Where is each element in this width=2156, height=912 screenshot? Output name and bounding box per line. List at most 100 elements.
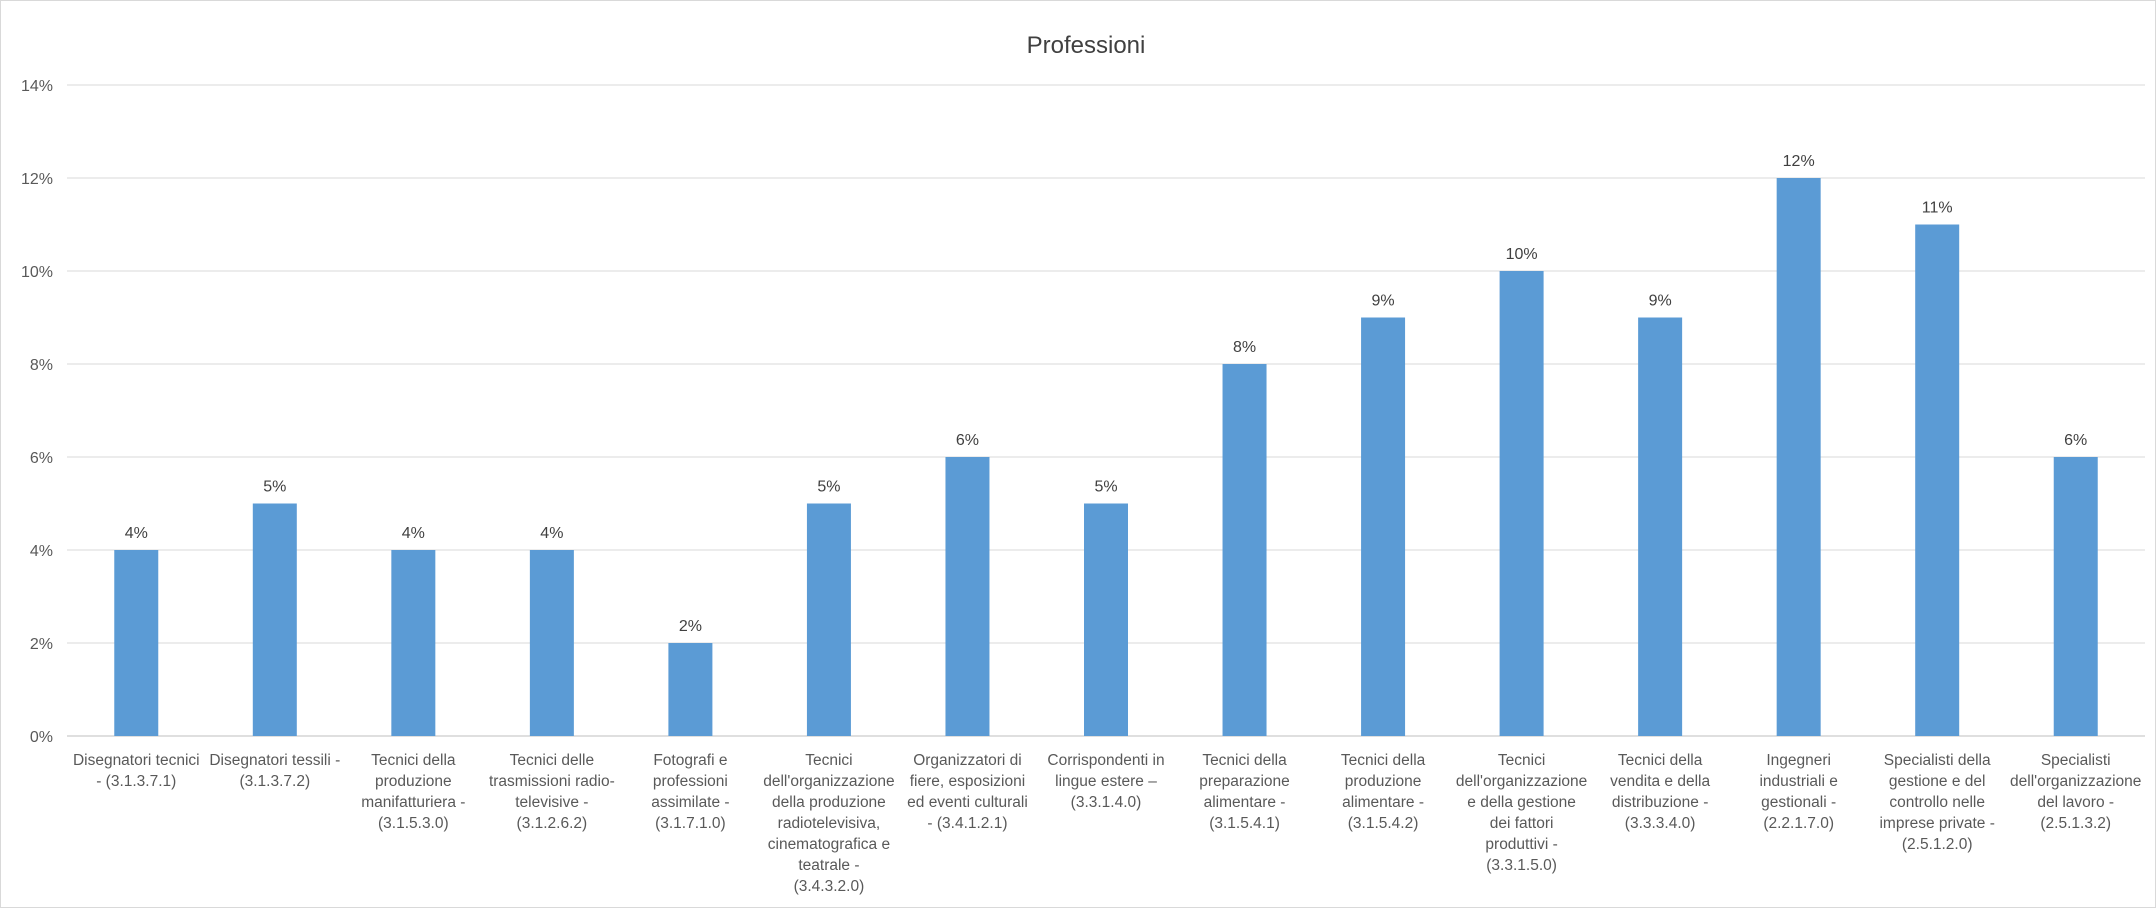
x-tick-label: Ingegneri industriali e gestionali - (2.2.1… (1759, 752, 1837, 832)
x-tick-label-line: - (3.1.3.7.1) (96, 773, 176, 790)
data-label: 9% (1649, 293, 1672, 310)
x-tick-label-line: (3.1.5.4.2) (1348, 815, 1419, 832)
x-tick-label-line: del lavoro - (2037, 794, 2114, 811)
x-tick-label-line: preparazione (1199, 773, 1289, 790)
x-tick-label-line: distribuzione - (1612, 794, 1709, 811)
x-tick-label-line: gestionali - (1761, 794, 1836, 811)
x-tick-label-line: Tecnici (805, 752, 852, 769)
x-tick-label: Specialisti dell'organizzazione del lavoro… (2010, 752, 2141, 832)
x-tick-label-line: (3.1.5.3.0) (378, 815, 449, 832)
x-tick-label: Tecnici dell'organizzazione e della gestio… (1456, 752, 1587, 874)
x-tick-label-line: teatrale - (798, 857, 859, 874)
x-tick-label-line: televisive - (515, 794, 588, 811)
x-tick-label-line: Ingegneri (1766, 752, 1831, 769)
bars (114, 178, 2098, 736)
bar (1084, 503, 1128, 736)
x-tick-label-line: - (3.4.1.2.1) (927, 815, 1007, 832)
x-tick-label-line: Tecnici della (371, 752, 456, 769)
data-label: 9% (1372, 293, 1395, 310)
x-tick-label-line: Disegnatori tecnici (73, 752, 200, 769)
x-tick-label: Specialisti della gestione e del controllo… (1879, 752, 1994, 853)
x-axis: Disegnatori tecnici - (3.1.3.7.1)Disegnat… (73, 752, 2141, 895)
x-tick-label-line: alimentare - (1342, 794, 1424, 811)
bar (1222, 364, 1267, 736)
x-tick-label-line: (3.1.2.6.2) (517, 815, 588, 832)
data-labels: 4% 5% 4% 4% 2% 5% 6% 5% 8% 9% 10% 9% 12% 11% 6% (125, 153, 2088, 635)
x-tick-label-line: (2.5.1.3.2) (2040, 815, 2111, 832)
x-tick-label: Tecnici delle trasmissioni radio-televisi… (489, 752, 615, 832)
x-tick-label-line: cinematografica e (768, 836, 890, 853)
x-tick-label: Tecnici della preparazione alimentare - (3.… (1199, 752, 1289, 832)
y-tick-label: 2% (30, 636, 53, 653)
y-tick-label: 6% (30, 450, 53, 467)
x-tick-label-line: (3.1.7.1.0) (655, 815, 726, 832)
bar (391, 550, 436, 736)
bar (806, 503, 851, 736)
data-label: 4% (125, 525, 148, 542)
x-tick-label-line: produttivi - (1485, 836, 1557, 853)
x-tick-label-line: Tecnici delle (510, 752, 594, 769)
data-label: 11% (1922, 200, 1953, 217)
y-axis: 0% 2% 4% 6% 8% 10% 12% 14% (21, 78, 53, 746)
x-tick-label-line: Specialisti della (1884, 752, 1991, 769)
x-tick-label-line: (3.4.3.2.0) (794, 878, 865, 895)
data-label: 6% (2064, 432, 2087, 449)
x-tick-label-line: industriali e (1759, 773, 1837, 790)
x-tick-label-line: imprese private - (1879, 815, 1994, 832)
x-tick-label-line: Tecnici della (1202, 752, 1287, 769)
x-tick-label-line: (3.1.5.4.1) (1209, 815, 1280, 832)
bar (252, 503, 297, 736)
data-label: 10% (1506, 246, 1538, 263)
x-tick-label-line: dei fattori (1490, 815, 1554, 832)
y-tick-label: 8% (30, 357, 53, 374)
x-tick-label-line: trasmissioni radio- (489, 773, 615, 790)
bar (1361, 317, 1406, 736)
x-tick-label: Disegnatori tecnici - (3.1.3.7.1) (73, 752, 200, 790)
bar (2053, 457, 2098, 736)
x-tick-label-line: (2.2.1.7.0) (1763, 815, 1834, 832)
y-tick-label: 14% (21, 78, 53, 95)
x-tick-label-line: produzione (1345, 773, 1422, 790)
x-tick-label-line: (3.3.1.5.0) (1486, 857, 1557, 874)
x-tick-label-line: (3.3.3.4.0) (1625, 815, 1696, 832)
x-tick-label-line: Disegnatori tessili - (209, 752, 340, 769)
data-label: 6% (956, 432, 979, 449)
x-tick-label-line: Tecnici della (1341, 752, 1426, 769)
x-tick-label-line: Tecnici della (1618, 752, 1703, 769)
x-tick-label-line: Organizzatori di (913, 752, 1022, 769)
x-tick-label-line: fiere, esposizioni (910, 773, 1025, 790)
data-label: 8% (1233, 339, 1256, 356)
x-tick-label-line: (3.3.1.4.0) (1071, 794, 1142, 811)
data-label: 5% (1094, 479, 1117, 496)
bar (945, 457, 990, 736)
data-label: 2% (679, 618, 702, 635)
bar (114, 550, 159, 736)
chart-title: Professioni (1027, 32, 1146, 59)
x-tick-label: Disegnatori tessili - (3.1.3.7.2) (209, 752, 340, 790)
x-tick-label: Organizzatori di fiere, esposizioni ed eve… (907, 752, 1028, 832)
x-tick-label: Corrispondenti in lingue estere – (3.3.1.4… (1047, 752, 1164, 811)
data-label: 5% (263, 479, 286, 496)
x-tick-label-line: Corrispondenti in (1047, 752, 1164, 769)
x-tick-label-line: professioni (653, 773, 728, 790)
data-label: 12% (1783, 153, 1815, 170)
x-tick-label-line: Fotografi e (653, 752, 727, 769)
bar (1499, 271, 1544, 736)
x-tick-label-line: Tecnici (1498, 752, 1545, 769)
x-tick-label-line: assimilate - (651, 794, 729, 811)
x-tick-label-line: manifatturiera - (361, 794, 465, 811)
x-tick-label-line: gestione e del (1889, 773, 1986, 790)
x-tick-label: Fotografi e professioni assimilate - (3.1.7… (651, 752, 729, 832)
x-tick-label-line: (2.5.1.2.0) (1902, 836, 1973, 853)
bar (1776, 178, 1821, 736)
y-tick-label: 12% (21, 171, 53, 188)
x-tick-label-line: alimentare - (1204, 794, 1286, 811)
x-tick-label-line: e della gestione (1467, 794, 1576, 811)
x-tick-label-line: vendita e della (1610, 773, 1710, 790)
data-label: 4% (402, 525, 425, 542)
bar (1638, 317, 1683, 736)
x-tick-label: Tecnici della produzione alimentare - (3.1.… (1341, 752, 1426, 832)
x-tick-label-line: lingue estere – (1055, 773, 1157, 790)
